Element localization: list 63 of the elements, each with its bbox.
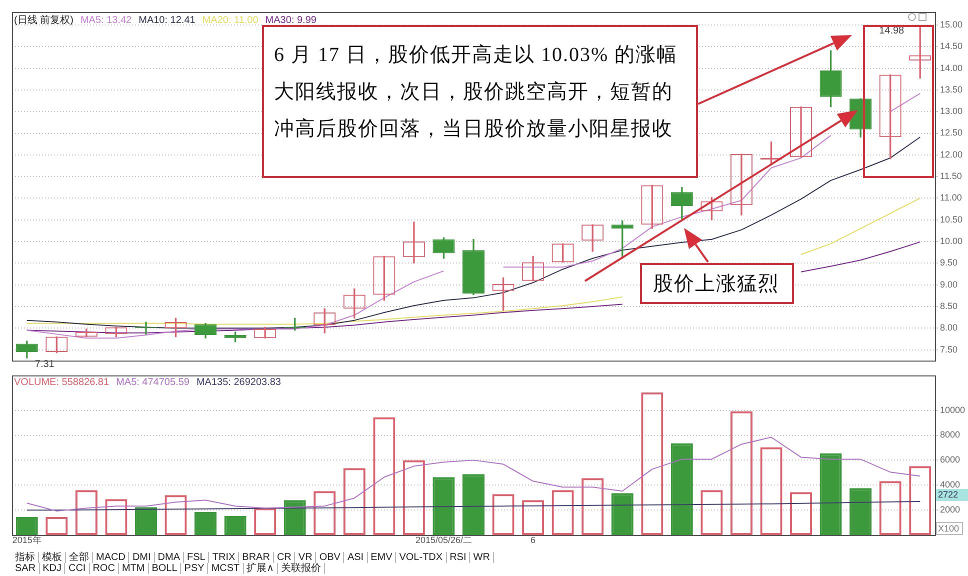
y-tick-label: 8.50 [940,300,958,311]
text: EMV [368,552,396,563]
text: 关联报价 [278,563,325,574]
y-tick-label: 14.50 [940,41,963,52]
y-tick-label: 2000 [940,504,960,515]
x-tick-label: 2015/05/26/二 [415,534,472,545]
text: CR [274,552,296,563]
text: 指标 [12,552,39,563]
y-tick-label: 13.00 [940,106,963,116]
y-tick-label: 6000 [940,454,960,465]
y-tick-label: 11.50 [940,171,962,182]
text: ROC [90,563,119,574]
text: MA135: 269203.83 [196,377,281,388]
text: BOLL [148,563,182,574]
text-box: 股价上涨猛烈 [640,263,794,304]
text: 2722 [938,489,958,500]
x-tick-label: 6 [530,534,536,545]
y-tick-label: 11.00 [940,192,962,203]
y-tick-label: 8.00 [940,322,958,333]
text: WR [470,552,494,563]
text: VR [295,552,316,563]
text: MA20: 11.00 [202,15,258,26]
y-tick-label: 7.50 [940,344,958,354]
text: MA5: 13.42 [80,15,132,26]
text: VOL-TDX [396,552,447,563]
y-tick-label: 12.50 [940,128,963,138]
text: PSY [181,563,208,574]
text: TRIX [209,552,240,563]
text: DMA [154,552,184,563]
text: 全部 [66,552,93,563]
text: MA10: 12.41 [138,15,196,26]
y-tick-label: 14.00 [940,62,963,73]
text: RSI [446,552,470,563]
y-tick-label: 12.00 [940,149,963,160]
y-axis-title: X100 [938,523,960,534]
text: MTM [118,563,149,574]
y-tick-label: 10.50 [940,214,963,224]
text: MA5: 474705.59 [116,377,190,388]
x-tick-label: 2015年 [12,534,42,545]
text: 模板 [39,552,66,563]
y-tick-label: 9.00 [940,279,958,290]
chart-title: (日线 前复权) [14,15,74,26]
text: CCI [65,563,90,574]
y-tick-label: 10.00 [940,236,963,246]
y-tick-label: 15.00 [940,19,963,30]
text: MA30: 9.99 [265,15,316,26]
text: MACD [93,552,130,563]
text: MCST [208,563,244,574]
text: 扩展∧ [244,563,278,574]
text: KDJ [40,563,66,574]
y-tick-label: 4000 [940,480,960,490]
text: FSL [184,552,210,563]
text: VOLUME: 558826.81 [14,377,110,388]
y-tick-label: 10000 [940,404,966,415]
text: OBV [316,552,344,563]
text: ASI [344,552,368,563]
y-tick-label: 13.50 [940,84,963,94]
text: SAR [12,563,40,574]
text: BRAR [239,552,274,563]
y-tick-label: 8000 [940,430,960,440]
text: DMI [129,552,155,563]
text-box: 6 月 17 日，股价低开高走以 10.03% 的涨幅大阳线报收，次日，股价跳空高开，短暂的冲高后股价回落，当日股价放量小阳星报收 [262,25,698,178]
y-tick-label: 9.50 [940,258,958,268]
